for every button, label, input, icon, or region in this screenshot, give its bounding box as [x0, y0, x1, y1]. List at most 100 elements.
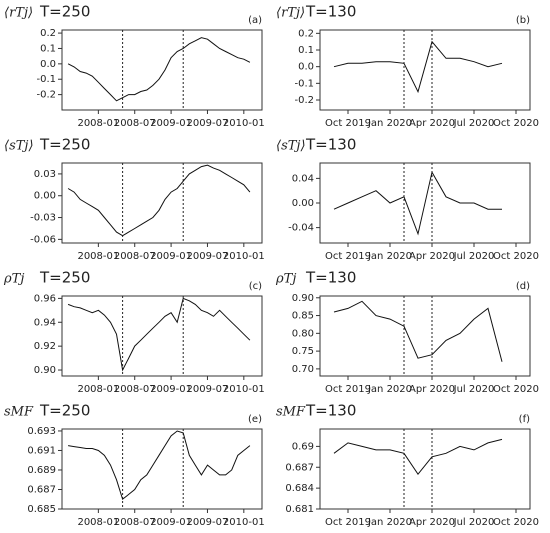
- y-tick-label: 0.681: [285, 504, 314, 515]
- y-axis-label: ρTj: [3, 272, 24, 287]
- plot-frame: [61, 162, 263, 244]
- y-tick-label: 0.2: [40, 28, 56, 39]
- plot-frame: [61, 295, 263, 377]
- y-axis-label: sMF: [276, 405, 306, 420]
- plot-frame: [319, 29, 531, 111]
- y-tick-label: 0.00: [292, 198, 314, 209]
- plot-frame: [319, 428, 531, 510]
- y-tick-label: -0.1: [294, 78, 314, 89]
- y-tick-label: 0.1: [298, 45, 314, 56]
- x-tick-label: 2009-01: [150, 384, 192, 395]
- y-tick-label: 0.69: [292, 441, 314, 452]
- x-tick-label: 2009-07: [187, 517, 229, 528]
- x-tick-label: Apr 2020: [409, 251, 455, 262]
- x-tick-label: Jul 2020: [453, 384, 495, 395]
- x-tick-label: 2008-01: [77, 118, 119, 129]
- x-tick-label: 2010-01: [223, 118, 265, 129]
- y-tick-label: -0.2: [294, 95, 314, 106]
- x-tick-label: Oct 2019: [325, 118, 371, 129]
- x-tick-label: 2008-07: [114, 517, 156, 528]
- x-tick-label: Apr 2020: [409, 517, 455, 528]
- y-tick-label: 0.96: [34, 293, 56, 304]
- y-tick-label: -0.04: [288, 223, 314, 234]
- x-tick-label: 2008-01: [77, 384, 119, 395]
- series-line: [67, 297, 251, 372]
- x-tick-label: 2008-07: [114, 118, 156, 129]
- y-tick-label: 0.691: [27, 445, 56, 456]
- series-line: [67, 164, 251, 237]
- x-tick-label: Apr 2020: [409, 384, 455, 395]
- plot-frame: [319, 295, 531, 377]
- y-tick-label: -0.06: [30, 234, 56, 245]
- panel-label: (e): [248, 414, 262, 425]
- x-tick-label: 2008-01: [77, 517, 119, 528]
- x-tick-label: Oct 2019: [325, 517, 371, 528]
- y-tick-label: 0.75: [292, 346, 314, 357]
- x-tick-label: Oct 2019: [325, 384, 371, 395]
- y-tick-label: 0.80: [292, 328, 314, 339]
- y-tick-label: -0.03: [30, 213, 56, 224]
- x-tick-label: 2008-07: [114, 251, 156, 262]
- x-tick-label: 2008-07: [114, 384, 156, 395]
- y-tick-label: -0.2: [36, 90, 56, 101]
- x-tick-label: Oct 2020: [493, 384, 539, 395]
- y-tick-label: 0.693: [27, 426, 56, 437]
- panel-label: (f): [519, 414, 530, 425]
- panel-title: T=250: [39, 269, 90, 287]
- y-axis-label: sMF: [4, 405, 34, 420]
- panel-label: (d): [516, 281, 530, 292]
- x-tick-label: Oct 2019: [325, 251, 371, 262]
- x-tick-label: Jan 2020: [367, 251, 412, 262]
- x-tick-label: 2009-01: [150, 118, 192, 129]
- x-tick-label: Oct 2020: [493, 118, 539, 129]
- y-tick-label: 0.685: [27, 504, 56, 515]
- series-line: [333, 300, 503, 362]
- y-tick-label: 0.687: [27, 484, 56, 495]
- x-tick-label: 2010-01: [223, 384, 265, 395]
- y-tick-label: 0.689: [27, 465, 56, 476]
- y-tick-label: 0.94: [34, 317, 56, 328]
- series-line: [333, 40, 503, 94]
- y-tick-label: 0.03: [34, 169, 56, 180]
- y-tick-label: 0.92: [34, 341, 56, 352]
- y-tick-label: 0.00: [34, 191, 56, 202]
- y-tick-label: 0.90: [34, 365, 56, 376]
- x-tick-label: 2008-01: [77, 251, 119, 262]
- plot-frame: [61, 428, 263, 510]
- x-tick-label: 2009-07: [187, 384, 229, 395]
- y-axis-label: ⟨rTj⟩: [4, 6, 33, 21]
- y-tick-label: 0.70: [292, 364, 314, 375]
- y-tick-label: 0.1: [40, 43, 56, 54]
- panel-label: (a): [248, 15, 262, 26]
- panel-title: T=130: [305, 136, 356, 154]
- x-tick-label: 2010-01: [223, 517, 265, 528]
- panel-title: T=130: [305, 402, 356, 420]
- y-axis-label: ⟨sTj⟩: [4, 139, 34, 154]
- x-tick-label: Apr 2020: [409, 118, 455, 129]
- y-tick-label: 0.0: [40, 59, 56, 70]
- series-line: [67, 37, 251, 102]
- y-tick-label: -0.1: [36, 74, 56, 85]
- y-tick-label: 0.0: [298, 62, 314, 73]
- y-tick-label: 0.90: [292, 293, 314, 304]
- x-tick-label: 2009-07: [187, 251, 229, 262]
- x-tick-label: 2009-01: [150, 517, 192, 528]
- y-axis-label: ⟨rTj⟩: [276, 6, 305, 21]
- x-tick-label: Jul 2020: [453, 251, 495, 262]
- panel-title: T=250: [39, 136, 90, 154]
- y-tick-label: 0.684: [285, 483, 314, 494]
- panel-label: (c): [249, 281, 262, 292]
- y-axis-label: ρTj: [275, 272, 296, 287]
- series-line: [333, 170, 502, 236]
- x-tick-label: Oct 2020: [493, 251, 539, 262]
- x-tick-label: Oct 2020: [493, 517, 539, 528]
- y-tick-label: 0.2: [298, 28, 314, 39]
- y-tick-label: 0.687: [285, 462, 314, 473]
- panel-title: T=130: [305, 269, 356, 287]
- x-tick-label: Jan 2020: [367, 517, 412, 528]
- x-tick-label: Jul 2020: [453, 517, 495, 528]
- x-tick-label: 2010-01: [223, 251, 265, 262]
- y-tick-label: 0.85: [292, 311, 314, 322]
- panel-title: T=130: [305, 3, 356, 21]
